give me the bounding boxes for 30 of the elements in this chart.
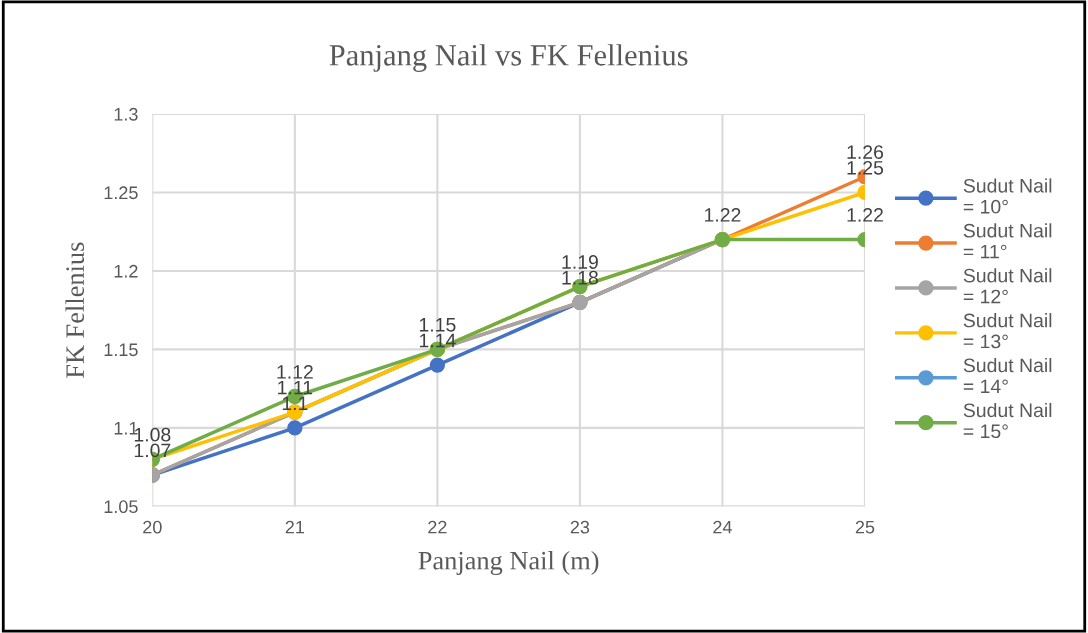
data-label: 1.25 (847, 160, 884, 175)
data-label: 1.26 (847, 145, 884, 159)
data-label: 1.19 (562, 255, 598, 269)
x-tick-label: 21 (285, 520, 305, 534)
x-tick-label: 20 (143, 520, 162, 534)
data-label: 1.18 (562, 270, 598, 285)
y-tick-label: 1.25 (104, 186, 138, 200)
x-tick-label: 24 (713, 520, 732, 534)
y-tick-label: 1.15 (104, 343, 138, 357)
data-label: 1.07 (134, 443, 171, 458)
legend-label: Sudut Nail = 14° (963, 357, 1052, 394)
data-label: 1.12 (277, 365, 313, 379)
y-tick-label: 1.2 (114, 264, 138, 278)
x-tick-label: 25 (855, 520, 875, 534)
data-label: 1.15 (419, 318, 456, 332)
data-label: 1.22 (847, 208, 883, 222)
y-tick-label: 1.05 (104, 500, 138, 514)
legend-label: Sudut Nail = 11° (963, 223, 1052, 259)
y-axis-title: FK Fellenius (65, 242, 85, 378)
x-tick-label: 22 (428, 520, 447, 534)
x-tick-label: 23 (570, 520, 590, 534)
chart-title: Panjang Nail vs FK Fellenius (329, 44, 688, 72)
y-tick-label: 1.3 (114, 107, 138, 121)
data-label: 1.11 (278, 380, 313, 395)
data-label: 1.22 (704, 208, 741, 222)
legend-label: Sudut Nail = 12° (963, 268, 1052, 304)
legend-label: Sudut Nail = 13° (963, 313, 1052, 349)
x-axis-title: Panjang Nail (m) (418, 551, 599, 576)
legend-label: Sudut Nail = 15° (963, 402, 1052, 439)
legend-label: Sudut Nail = 10° (963, 178, 1052, 214)
